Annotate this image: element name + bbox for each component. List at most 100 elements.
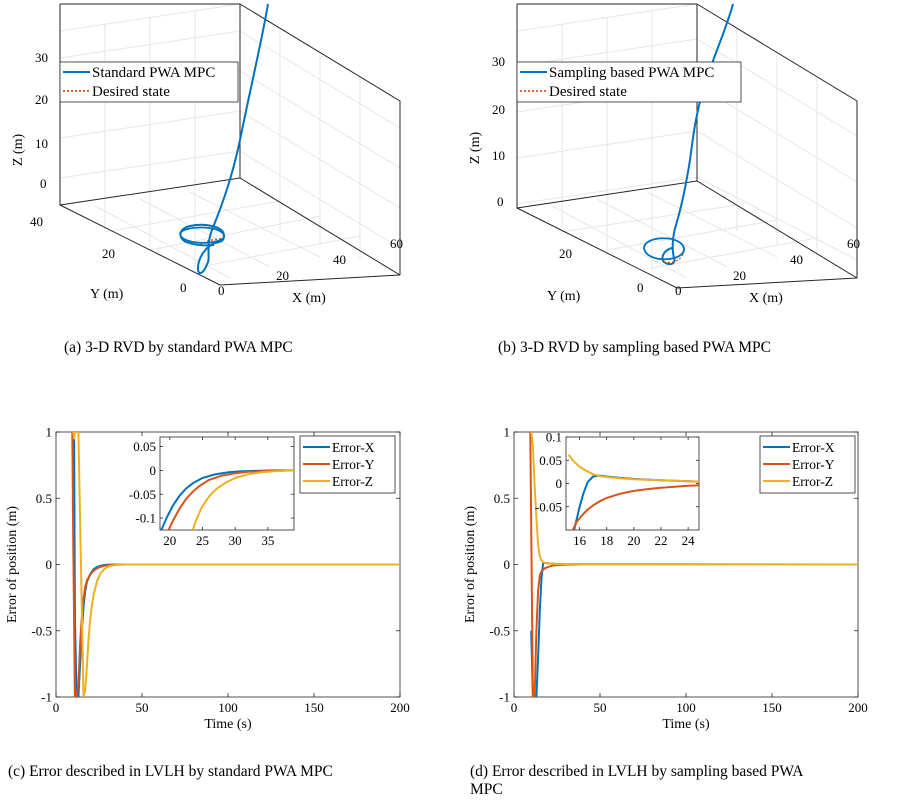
plot-c-ytick-label: -0.5 bbox=[31, 623, 52, 638]
plot-d-series-error-z bbox=[530, 432, 858, 566]
plot3d-a-box bbox=[59, 3, 401, 286]
plot3d-b-legend-desired: Desired state bbox=[549, 84, 627, 100]
plot3d-b-ztick: 0 bbox=[497, 194, 504, 209]
plot-d-ylabel: Error of position (m) bbox=[463, 506, 478, 623]
plot-d-ytick-label: 0.5 bbox=[494, 491, 510, 506]
plot3d-a-ztick: 0 bbox=[40, 176, 47, 191]
plot-d-ytick-label: 1 bbox=[504, 425, 511, 440]
plot-d-xlabel: Time (s) bbox=[662, 717, 710, 732]
plot3d-b-orbit-ring bbox=[643, 237, 685, 261]
plot3d-b-ztick: 20 bbox=[492, 102, 505, 117]
plot-d-inset-ytick-label: 0 bbox=[556, 476, 563, 491]
plot-d-ytick-label: -1 bbox=[499, 690, 510, 705]
plot3d-a-ticks: 0 10 20 30 0 20 40 0 20 40 60 bbox=[30, 50, 403, 298]
plot3d-b-xlabel: X (m) bbox=[749, 291, 783, 306]
plot-d-inset-xtick-label: 22 bbox=[655, 533, 668, 548]
plot-c-ytick-label: 1 bbox=[46, 425, 53, 440]
plot3d-b-desired-orbit bbox=[663, 251, 685, 264]
plot-c-xlabel: Time (s) bbox=[204, 717, 252, 732]
plot-c-series-error-z bbox=[72, 432, 400, 697]
plot3d-b-xtick: 40 bbox=[790, 252, 803, 267]
plot3d-b-ticks: 0 10 20 30 0 20 0 20 40 60 bbox=[492, 54, 860, 298]
plot-d-inset-xtick-label: 16 bbox=[573, 533, 587, 548]
plot3d-b-ztick: 10 bbox=[492, 148, 505, 163]
plot3d-b-legend: Sampling based PWA MPC Desired state bbox=[516, 61, 742, 103]
caption-d-line2: MPC bbox=[470, 781, 503, 798]
plot-c-legend-label: Error-X bbox=[332, 440, 375, 455]
plot-c-legend: Error-X Error-Y Error-Z bbox=[299, 435, 396, 494]
plot-c-inset: 20 25 30 35 -0.1 -0.05 0 0.05 bbox=[129, 436, 295, 548]
plot3d-a-orbit-ring bbox=[179, 226, 225, 244]
plot3d-b-xtick: 20 bbox=[733, 268, 746, 283]
plot-c-legend-label: Error-Z bbox=[332, 474, 373, 489]
plot-c-inset-xtick-label: 35 bbox=[261, 533, 274, 548]
plot-d-xtick-label: 0 bbox=[511, 700, 518, 715]
plot-d-ytick-label: -0.5 bbox=[489, 623, 510, 638]
plot3d-a-xtick: 20 bbox=[276, 268, 289, 283]
plot-c-xtick-label: 50 bbox=[136, 700, 149, 715]
plot3d-a-xtick: 60 bbox=[390, 236, 403, 251]
plot-c-ytick-label: 0 bbox=[46, 557, 53, 572]
plot-c-inset-ytick-label: 0 bbox=[150, 463, 157, 478]
plot3d-a-ztick: 10 bbox=[35, 136, 48, 151]
plot3d-b-legend-traj: Sampling based PWA MPC bbox=[549, 65, 714, 81]
plot3d-a-ztick: 20 bbox=[35, 92, 48, 107]
plot3d-a-legend-desired: Desired state bbox=[92, 84, 170, 100]
plot3d-b-box bbox=[516, 3, 858, 289]
plot3d-b-ztick: 30 bbox=[492, 54, 505, 69]
plot3d-b-xtick: 60 bbox=[847, 236, 860, 251]
plot-d-xtick-label: 150 bbox=[762, 700, 782, 715]
plot-d-inset-ytick-label: 0.05 bbox=[539, 453, 562, 468]
plot-c-inset-frame bbox=[159, 436, 295, 531]
plot-c-legend-label: Error-Y bbox=[332, 457, 375, 472]
plot3d-b-grid bbox=[516, 3, 858, 279]
plot-d-xtick-label: 200 bbox=[848, 700, 868, 715]
plot3d-a-ylabel: Y (m) bbox=[90, 287, 124, 302]
plot-c-inset-series-error-z bbox=[191, 469, 294, 530]
plot3d-b-ytick: 20 bbox=[559, 246, 572, 261]
plot3d-a-zlabel: Z (m) bbox=[11, 134, 26, 167]
plot-c-xtick-label: 100 bbox=[218, 700, 238, 715]
caption-a: (a) 3-D RVD by standard PWA MPC bbox=[64, 339, 293, 356]
plot-c-series-error-y bbox=[71, 432, 400, 697]
plot-c-ylabel: Error of position (m) bbox=[5, 506, 20, 623]
plot-d-inset-xtick-label: 24 bbox=[682, 533, 696, 548]
plot3d-a-trajectory bbox=[179, 3, 269, 275]
plot3d-b-ytick: 0 bbox=[637, 280, 644, 295]
caption-c: (c) Error described in LVLH by standard … bbox=[8, 763, 333, 780]
plot-c-xtick-label: 0 bbox=[53, 700, 60, 715]
plot-c-inset-series-error-y bbox=[167, 469, 294, 530]
plot3d-a-ytick: 0 bbox=[180, 280, 187, 295]
plot3d-a: Standard PWA MPC Desired state 0 10 20 3… bbox=[11, 3, 403, 306]
plot-d-inset-ytick-label: 0.1 bbox=[546, 430, 562, 445]
plot-d-ytick-label: 0 bbox=[504, 557, 511, 572]
plot3d-b: Sampling based PWA MPC Desired state 0 1… bbox=[468, 3, 860, 306]
plot-d-legend-label: Error-X bbox=[792, 440, 835, 455]
plot-d-inset-xtick-label: 18 bbox=[600, 533, 613, 548]
plot-d-inset: 16 18 20 22 24 -0.05 0 0.05 0.1 bbox=[535, 430, 700, 548]
plot-c-ytick-label: 0.5 bbox=[36, 491, 52, 506]
caption-b: (b) 3-D RVD by sampling based PWA MPC bbox=[498, 339, 772, 356]
plot3d-a-ztick: 30 bbox=[35, 50, 48, 65]
plot-d-inset-frame bbox=[565, 436, 700, 531]
plot-d-xtick-label: 100 bbox=[676, 700, 696, 715]
plot-c-inset-xtick-label: 25 bbox=[196, 533, 209, 548]
plot-c-inset-ytick-label: 0.05 bbox=[133, 439, 156, 454]
plot-d-legend-label: Error-Z bbox=[792, 474, 833, 489]
plot-d-inset-series-error-z bbox=[567, 454, 699, 483]
caption-d-line1: (d) Error described in LVLH by sampling … bbox=[470, 763, 804, 780]
plot-c-inset-ytick-label: -0.05 bbox=[129, 487, 156, 502]
plot-d-legend-label: Error-Y bbox=[792, 457, 835, 472]
plot-c-inset-ytick-label: -0.1 bbox=[135, 511, 156, 526]
plot-d-inset-xtick-label: 20 bbox=[627, 533, 640, 548]
plot3d-b-zlabel: Z (m) bbox=[468, 132, 483, 165]
plot-d-inset-series-error-y bbox=[571, 484, 699, 530]
plot-c-inset-xtick-label: 20 bbox=[163, 533, 176, 548]
plot3d-a-ytick: 40 bbox=[30, 214, 43, 229]
plot3d-a-grid bbox=[59, 3, 401, 279]
plot3d-a-xtick: 40 bbox=[333, 252, 346, 267]
plot-d-xtick-label: 50 bbox=[594, 700, 607, 715]
